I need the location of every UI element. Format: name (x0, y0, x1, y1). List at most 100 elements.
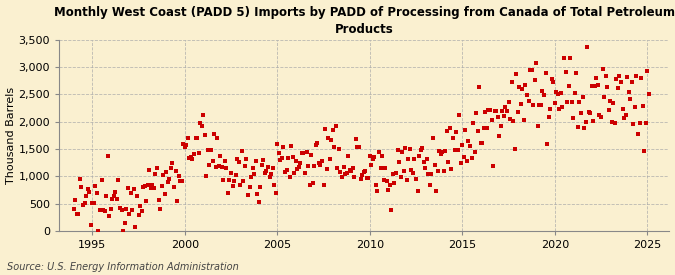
Point (397, 150, 408, 154)
Point (486, 117, 497, 122)
Point (437, 150, 448, 154)
Point (642, 69, 653, 74)
Point (333, 147, 344, 151)
Point (381, 179, 392, 184)
Point (578, 126, 589, 130)
Point (73, 212, 84, 217)
Point (488, 163, 499, 168)
Point (152, 166, 163, 171)
Point (217, 164, 227, 169)
Point (155, 206, 165, 211)
Point (126, 191, 136, 196)
Point (369, 154, 380, 159)
Point (518, 118, 529, 122)
Point (610, 121, 620, 125)
Point (600, 74, 611, 78)
Point (188, 152, 199, 156)
Point (495, 124, 506, 128)
Point (146, 186, 157, 190)
Point (472, 129, 483, 133)
Point (255, 185, 266, 189)
Point (135, 204, 146, 208)
Point (480, 110, 491, 114)
Point (374, 150, 385, 155)
Point (249, 172, 260, 176)
Point (187, 157, 198, 161)
Point (479, 126, 489, 130)
Point (457, 142, 468, 147)
Point (74, 176, 85, 181)
Point (560, 70, 571, 74)
Point (410, 177, 421, 181)
Point (361, 175, 372, 180)
Point (576, 111, 587, 115)
Point (524, 68, 535, 72)
Point (225, 170, 236, 175)
Point (593, 83, 603, 88)
Point (213, 164, 224, 169)
Point (95, 207, 105, 212)
Point (302, 164, 313, 168)
Point (435, 151, 446, 156)
Point (623, 90, 634, 95)
Point (371, 182, 381, 187)
Point (562, 100, 572, 104)
Point (380, 166, 391, 170)
Point (418, 160, 429, 164)
Point (202, 148, 213, 152)
Point (87, 200, 98, 205)
Point (588, 119, 599, 123)
Point (318, 183, 329, 187)
Point (572, 125, 583, 129)
Point (96, 178, 107, 182)
Point (350, 137, 361, 141)
Point (389, 180, 400, 185)
Point (161, 170, 171, 175)
Point (329, 145, 340, 149)
Y-axis label: Thousand Barrels: Thousand Barrels (5, 87, 16, 184)
Point (180, 145, 190, 149)
Point (400, 146, 410, 150)
Point (107, 197, 117, 201)
Point (384, 183, 395, 187)
Point (344, 168, 355, 172)
Point (98, 207, 109, 212)
Point (198, 113, 209, 118)
Point (84, 190, 95, 194)
Point (331, 124, 342, 129)
Point (267, 166, 278, 170)
Point (300, 171, 310, 175)
Point (212, 135, 223, 140)
Point (105, 207, 116, 211)
Point (128, 187, 139, 192)
Point (632, 132, 643, 136)
Point (72, 212, 82, 216)
Point (292, 167, 302, 171)
Point (414, 153, 425, 158)
Point (295, 161, 306, 166)
Point (92, 190, 103, 195)
Point (201, 173, 212, 178)
Point (132, 194, 142, 198)
Point (502, 108, 512, 113)
Point (117, 229, 128, 233)
Point (606, 120, 617, 125)
Point (296, 151, 307, 155)
Point (261, 169, 272, 173)
Point (546, 77, 557, 81)
Point (582, 45, 593, 49)
Point (626, 79, 637, 84)
Point (583, 110, 594, 114)
Point (614, 73, 625, 78)
Point (192, 136, 202, 141)
Point (272, 142, 283, 146)
Point (232, 157, 242, 162)
Point (176, 178, 187, 183)
Point (304, 183, 315, 188)
Point (637, 103, 648, 108)
Point (622, 75, 632, 79)
Point (246, 175, 256, 180)
Point (497, 109, 508, 114)
Point (412, 189, 423, 193)
Point (599, 95, 610, 100)
